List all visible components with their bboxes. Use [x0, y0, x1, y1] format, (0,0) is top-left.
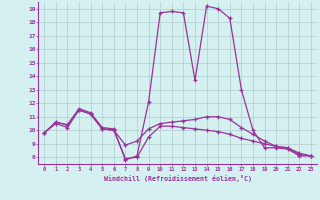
- X-axis label: Windchill (Refroidissement éolien,°C): Windchill (Refroidissement éolien,°C): [104, 175, 252, 182]
